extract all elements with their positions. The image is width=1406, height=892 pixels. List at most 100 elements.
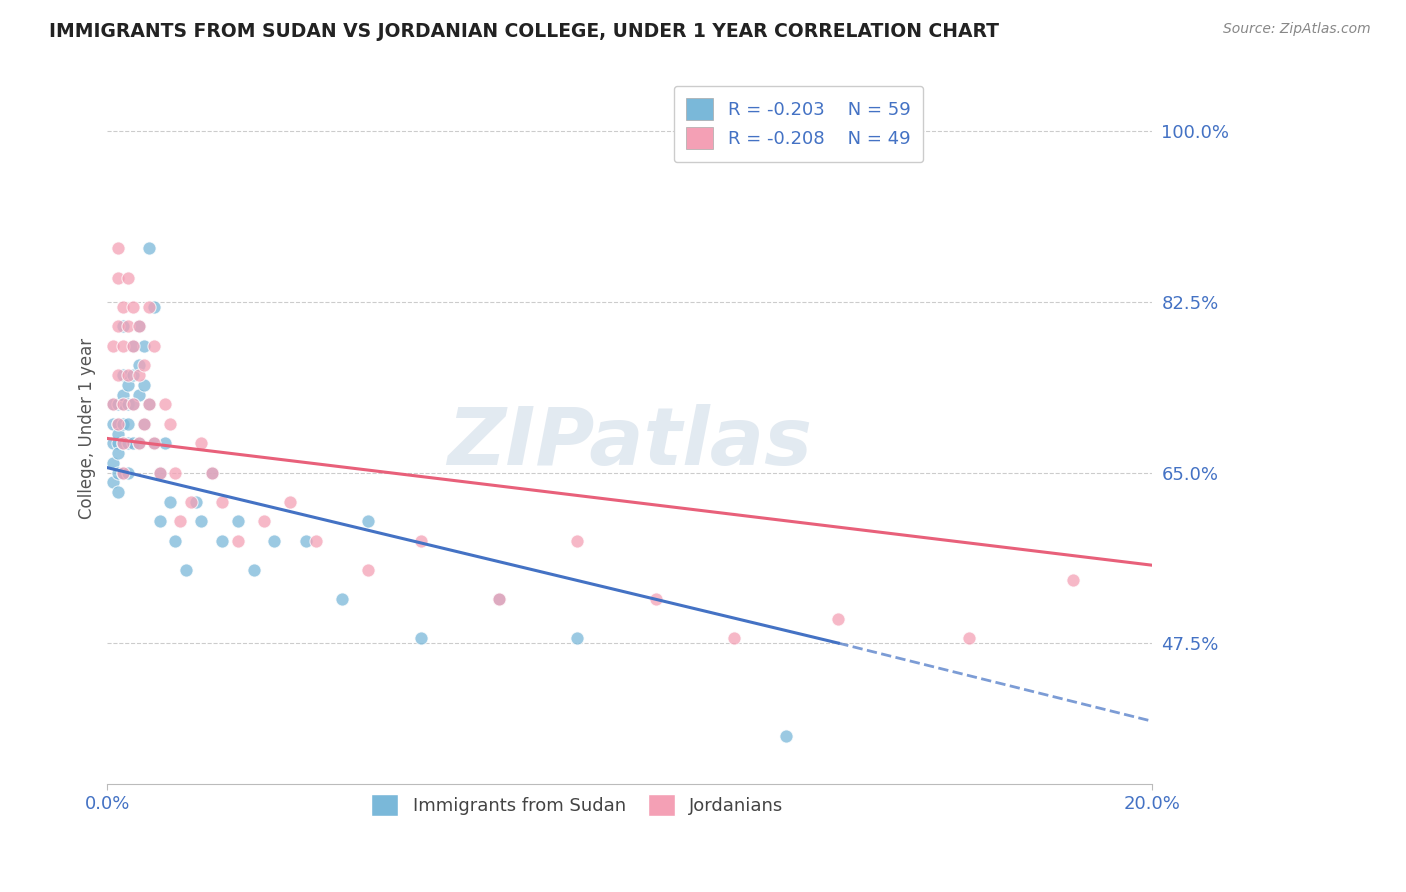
Point	[117, 436, 139, 450]
Point	[107, 417, 129, 431]
Point	[128, 319, 150, 334]
Point	[723, 632, 745, 646]
Point	[117, 270, 139, 285]
Point	[180, 495, 202, 509]
Point	[201, 466, 224, 480]
Text: ZIPatlas: ZIPatlas	[447, 404, 813, 482]
Point	[101, 417, 124, 431]
Point	[107, 368, 129, 383]
Point	[122, 300, 145, 314]
Point	[201, 466, 224, 480]
Point	[138, 397, 160, 411]
Point	[143, 339, 166, 353]
Point	[357, 514, 380, 528]
Point	[330, 592, 353, 607]
Point	[128, 359, 150, 373]
Point	[107, 270, 129, 285]
Point	[132, 417, 155, 431]
Point	[138, 300, 160, 314]
Point	[138, 241, 160, 255]
Point	[128, 319, 150, 334]
Point	[101, 475, 124, 490]
Point	[169, 514, 191, 528]
Point	[143, 300, 166, 314]
Point	[128, 436, 150, 450]
Point	[186, 495, 208, 509]
Point	[153, 436, 176, 450]
Point	[357, 563, 380, 577]
Point	[117, 417, 139, 431]
Point	[112, 397, 135, 411]
Point	[112, 417, 135, 431]
Point	[122, 397, 145, 411]
Point	[101, 456, 124, 470]
Point	[132, 377, 155, 392]
Point	[294, 533, 316, 548]
Point	[409, 533, 432, 548]
Point	[107, 319, 129, 334]
Point	[128, 436, 150, 450]
Point	[112, 436, 135, 450]
Point	[117, 397, 139, 411]
Point	[122, 339, 145, 353]
Point	[128, 387, 150, 401]
Point	[159, 417, 181, 431]
Point	[567, 533, 589, 548]
Point	[101, 339, 124, 353]
Point	[112, 339, 135, 353]
Point	[567, 632, 589, 646]
Point	[159, 495, 181, 509]
Point	[101, 397, 124, 411]
Point	[775, 729, 797, 743]
Point	[112, 466, 135, 480]
Point	[107, 466, 129, 480]
Y-axis label: College, Under 1 year: College, Under 1 year	[79, 338, 96, 519]
Point	[112, 300, 135, 314]
Point	[153, 397, 176, 411]
Point	[165, 466, 187, 480]
Point	[242, 563, 264, 577]
Point	[253, 514, 276, 528]
Point	[278, 495, 301, 509]
Point	[226, 533, 249, 548]
Point	[174, 563, 197, 577]
Point	[957, 632, 980, 646]
Point	[143, 436, 166, 450]
Point	[112, 397, 135, 411]
Point	[112, 436, 135, 450]
Point	[122, 397, 145, 411]
Point	[101, 397, 124, 411]
Point	[112, 466, 135, 480]
Point	[305, 533, 328, 548]
Point	[117, 319, 139, 334]
Point	[122, 368, 145, 383]
Point	[488, 592, 510, 607]
Point	[107, 436, 129, 450]
Point	[122, 436, 145, 450]
Point	[138, 397, 160, 411]
Point	[107, 485, 129, 500]
Point	[644, 592, 666, 607]
Point	[132, 339, 155, 353]
Point	[132, 359, 155, 373]
Point	[122, 339, 145, 353]
Point	[107, 446, 129, 460]
Point	[211, 533, 233, 548]
Point	[107, 241, 129, 255]
Point	[190, 514, 212, 528]
Point	[128, 368, 150, 383]
Point	[149, 466, 172, 480]
Point	[132, 417, 155, 431]
Legend: Immigrants from Sudan, Jordanians: Immigrants from Sudan, Jordanians	[363, 785, 793, 825]
Point	[165, 533, 187, 548]
Point	[1062, 573, 1084, 587]
Point	[107, 397, 129, 411]
Point	[827, 612, 849, 626]
Point	[488, 592, 510, 607]
Point	[117, 377, 139, 392]
Point	[117, 368, 139, 383]
Point	[107, 426, 129, 441]
Text: Source: ZipAtlas.com: Source: ZipAtlas.com	[1223, 22, 1371, 37]
Point	[143, 436, 166, 450]
Point	[263, 533, 285, 548]
